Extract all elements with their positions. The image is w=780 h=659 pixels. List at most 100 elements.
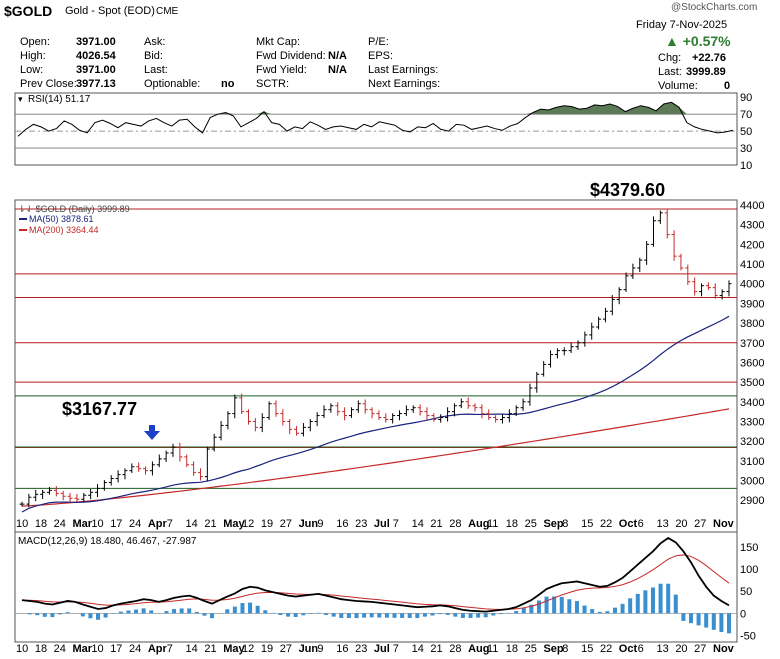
ma200-line <box>21 408 730 507</box>
pct-change: ▲ +0.57% <box>665 33 731 49</box>
price-tick-label: 3100 <box>740 456 764 468</box>
macd-histogram-bar <box>103 613 108 618</box>
macd-histogram-bar <box>316 612 321 614</box>
last-earnings-label: Last Earnings: <box>368 64 439 76</box>
macd-histogram-bar <box>430 613 435 616</box>
macd-date-tick-label: 15 <box>581 643 593 655</box>
optionable-value: no <box>221 78 235 90</box>
macd-histogram-bar <box>232 606 237 614</box>
prev-close-label: Prev Close: <box>20 78 77 90</box>
low-value: 3971.00 <box>76 64 116 76</box>
date-tick-label: 14 <box>186 518 198 530</box>
axes-labels: 9070503010440043004200410040003900380037… <box>16 92 764 655</box>
prev-close-value: 3977.13 <box>76 78 116 90</box>
macd-date-tick-label: 7 <box>167 643 173 655</box>
macd-histogram-bar <box>65 612 70 614</box>
date-tick-label: 8 <box>562 518 568 530</box>
price-legend-title: ⇂⇃ $GOLD (Daily) 3999.89 <box>18 204 130 214</box>
price-tick-label: 4400 <box>740 200 764 212</box>
macd-date-tick-label: Apr <box>148 643 168 655</box>
rsi-line <box>17 101 734 137</box>
high-label: High: <box>20 50 46 62</box>
date-tick-label: 9 <box>317 518 323 530</box>
next-earnings-label: Next Earnings: <box>368 78 441 90</box>
change-label: Chg: <box>658 52 682 64</box>
price-tick-label: 4200 <box>740 239 764 251</box>
macd-histogram-bar <box>202 613 207 616</box>
fwd-dividend-value: N/A <box>328 50 347 62</box>
ma50-legend: MA(50) 3878.61 <box>29 214 94 224</box>
macd-date-tick-label: May <box>223 643 245 655</box>
date-tick-label: 15 <box>581 518 593 530</box>
macd-date-tick-label: 13 <box>656 643 668 655</box>
macd-histogram-bar <box>354 613 359 619</box>
macd-date-tick-label: 16 <box>336 643 348 655</box>
bid-label: Bid: <box>144 50 163 62</box>
macd-histogram-bar <box>574 601 579 614</box>
macd-histogram-bar <box>50 613 55 618</box>
price-tick-label: 3400 <box>740 397 764 409</box>
macd-histogram-bar <box>126 610 131 614</box>
rsi-overbought-area <box>18 102 733 115</box>
pe-label: P/E: <box>368 36 389 48</box>
macd-date-tick-label: 10 <box>16 643 28 655</box>
macd-histogram-bar <box>88 613 93 619</box>
optionable-label: Optionable: <box>144 78 201 90</box>
exchange-label: CME <box>156 6 179 17</box>
macd-histogram-bar <box>453 613 458 617</box>
macd-histogram-bar <box>567 599 572 614</box>
date-tick-label: 7 <box>167 518 173 530</box>
date-tick-label: 28 <box>449 518 461 530</box>
macd-date-tick-label: 6 <box>638 643 644 655</box>
macd-histogram-bar <box>179 608 184 614</box>
macd-date-tick-label: 24 <box>54 643 66 655</box>
date-tick-label: 7 <box>393 518 399 530</box>
price-tick-label: 3900 <box>740 298 764 310</box>
macd-histogram-bar <box>141 608 146 614</box>
date-tick-label: 24 <box>129 518 141 530</box>
price-tick-label: 3000 <box>740 476 764 488</box>
macd-histogram-bar <box>514 611 519 614</box>
fwd-yield-label: Fwd Yield: <box>256 64 307 76</box>
macd-histogram-bar <box>445 613 450 615</box>
macd-histogram-bar <box>483 613 488 618</box>
macd-histogram-bar <box>362 613 367 618</box>
macd-date-tick-label: 12 <box>242 643 254 655</box>
macd-histogram-bar <box>240 603 245 614</box>
price-tick-label: 3500 <box>740 377 764 389</box>
macd-date-tick-label: Aug <box>468 643 489 655</box>
price-panel: $4379.60 $3167.77 ⇂⇃ $GOLD (Daily) 3999.89… <box>15 180 737 513</box>
macd-histogram-bar <box>286 613 291 617</box>
rsi-panel: ▾ RSI(14) 51.17 <box>15 94 737 149</box>
macd-line <box>21 536 730 613</box>
macd-histogram-bar <box>58 613 63 615</box>
macd-legend: MACD(12,26,9) 18.480, 46.467, -27.987 <box>18 536 197 547</box>
macd-date-tick-label: 20 <box>675 643 687 655</box>
low-label: Low: <box>20 64 44 76</box>
macd-histogram-bar <box>681 613 686 621</box>
macd-histogram-bar <box>35 613 40 616</box>
date-tick-label: 19 <box>261 518 273 530</box>
fwd-dividend-label: Fwd Dividend: <box>256 50 326 62</box>
macd-histogram-bar <box>620 603 625 614</box>
price-tick-label: 4300 <box>740 220 764 232</box>
macd-histogram-bar <box>187 608 192 614</box>
date-tick-label: 21 <box>430 518 442 530</box>
macd-histogram-bar <box>384 613 389 618</box>
macd-date-tick-label: 9 <box>317 643 323 655</box>
macd-histogram-bar <box>369 613 374 618</box>
ma50-line <box>21 315 730 513</box>
macd-histogram-bar <box>415 613 420 619</box>
macd-histogram-bar <box>255 605 260 614</box>
change-value: +22.76 <box>692 52 726 64</box>
pct-change-value: +0.57% <box>682 33 731 49</box>
down-arrow-icon <box>144 425 160 440</box>
macd-histogram-bar <box>96 613 101 620</box>
price-tick-label: 3300 <box>740 416 764 428</box>
macd-histogram-bar <box>460 613 465 618</box>
macd-date-tick-label: 27 <box>280 643 292 655</box>
macd-histogram-bar <box>696 613 701 626</box>
price-panel-frame <box>14 199 738 533</box>
price-tick-label: 4100 <box>740 259 764 271</box>
volume-label: Volume: <box>658 80 698 92</box>
